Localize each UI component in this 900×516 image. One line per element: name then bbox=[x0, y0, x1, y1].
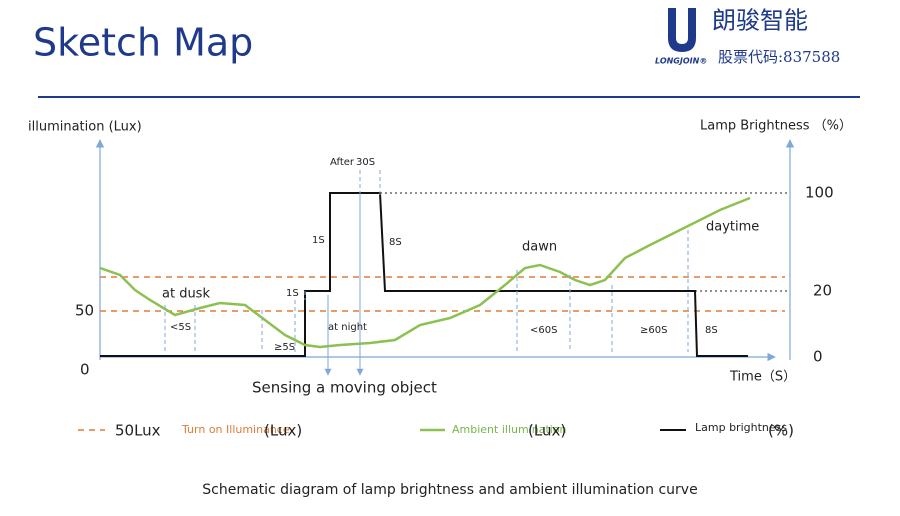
left-axis-label: illumination (Lux) bbox=[28, 120, 142, 135]
note: at dusk bbox=[162, 287, 210, 302]
marker-lines bbox=[164, 170, 689, 352]
note: <5S bbox=[170, 322, 191, 333]
caption: Schematic diagram of lamp brightness and… bbox=[202, 482, 697, 498]
right-tick: 0 bbox=[813, 348, 823, 366]
guide-lines bbox=[380, 192, 788, 292]
ambient-curve bbox=[99, 196, 751, 349]
legend-unit: (Lux) bbox=[528, 422, 566, 440]
note: <60S bbox=[530, 325, 557, 336]
title: Sketch Map bbox=[33, 21, 253, 65]
legend-unit: (%) bbox=[768, 422, 794, 440]
legend-desc: Ambient illumination bbox=[452, 423, 567, 436]
legend-desc: Turn on Illuminance bbox=[181, 423, 290, 436]
note: 1S bbox=[286, 288, 299, 299]
legend-desc: Lamp brightness bbox=[695, 421, 787, 434]
note: dawn bbox=[522, 240, 557, 255]
note: at night bbox=[328, 322, 367, 333]
logo-name: 朗骏智能 bbox=[712, 7, 808, 35]
note: 8S bbox=[389, 237, 402, 248]
arrows bbox=[324, 195, 364, 376]
right-axis-label: Lamp Brightness （%） bbox=[700, 119, 852, 134]
axes bbox=[95, 139, 795, 362]
legend-name: 50Lux bbox=[115, 422, 161, 440]
threshold-lines bbox=[100, 276, 785, 312]
right-tick: 20 bbox=[813, 282, 832, 300]
note: After bbox=[330, 157, 355, 168]
note: ≥60S bbox=[640, 325, 667, 336]
note: Sensing a moving object bbox=[252, 379, 437, 397]
note: ≥5S bbox=[274, 342, 295, 353]
stock-code: 股票代码:837588 bbox=[718, 48, 840, 66]
left-tick: 50 bbox=[75, 302, 94, 320]
note: 1S bbox=[312, 235, 325, 246]
legend: 50Lux Turn on Illuminance (Lux) Ambient … bbox=[78, 421, 794, 440]
left-tick: 0 bbox=[80, 361, 90, 379]
note: 8S bbox=[705, 325, 718, 336]
logo-brand: LONGJOIN® bbox=[655, 57, 707, 66]
legend-unit: (Lux) bbox=[264, 422, 302, 440]
note: daytime bbox=[706, 220, 759, 235]
x-axis-label: Time（S） bbox=[729, 370, 796, 385]
note: 30S bbox=[356, 157, 375, 168]
right-tick: 100 bbox=[805, 184, 834, 202]
logo: 朗骏智能 LONGJOIN® 股票代码:837588 bbox=[655, 7, 840, 67]
